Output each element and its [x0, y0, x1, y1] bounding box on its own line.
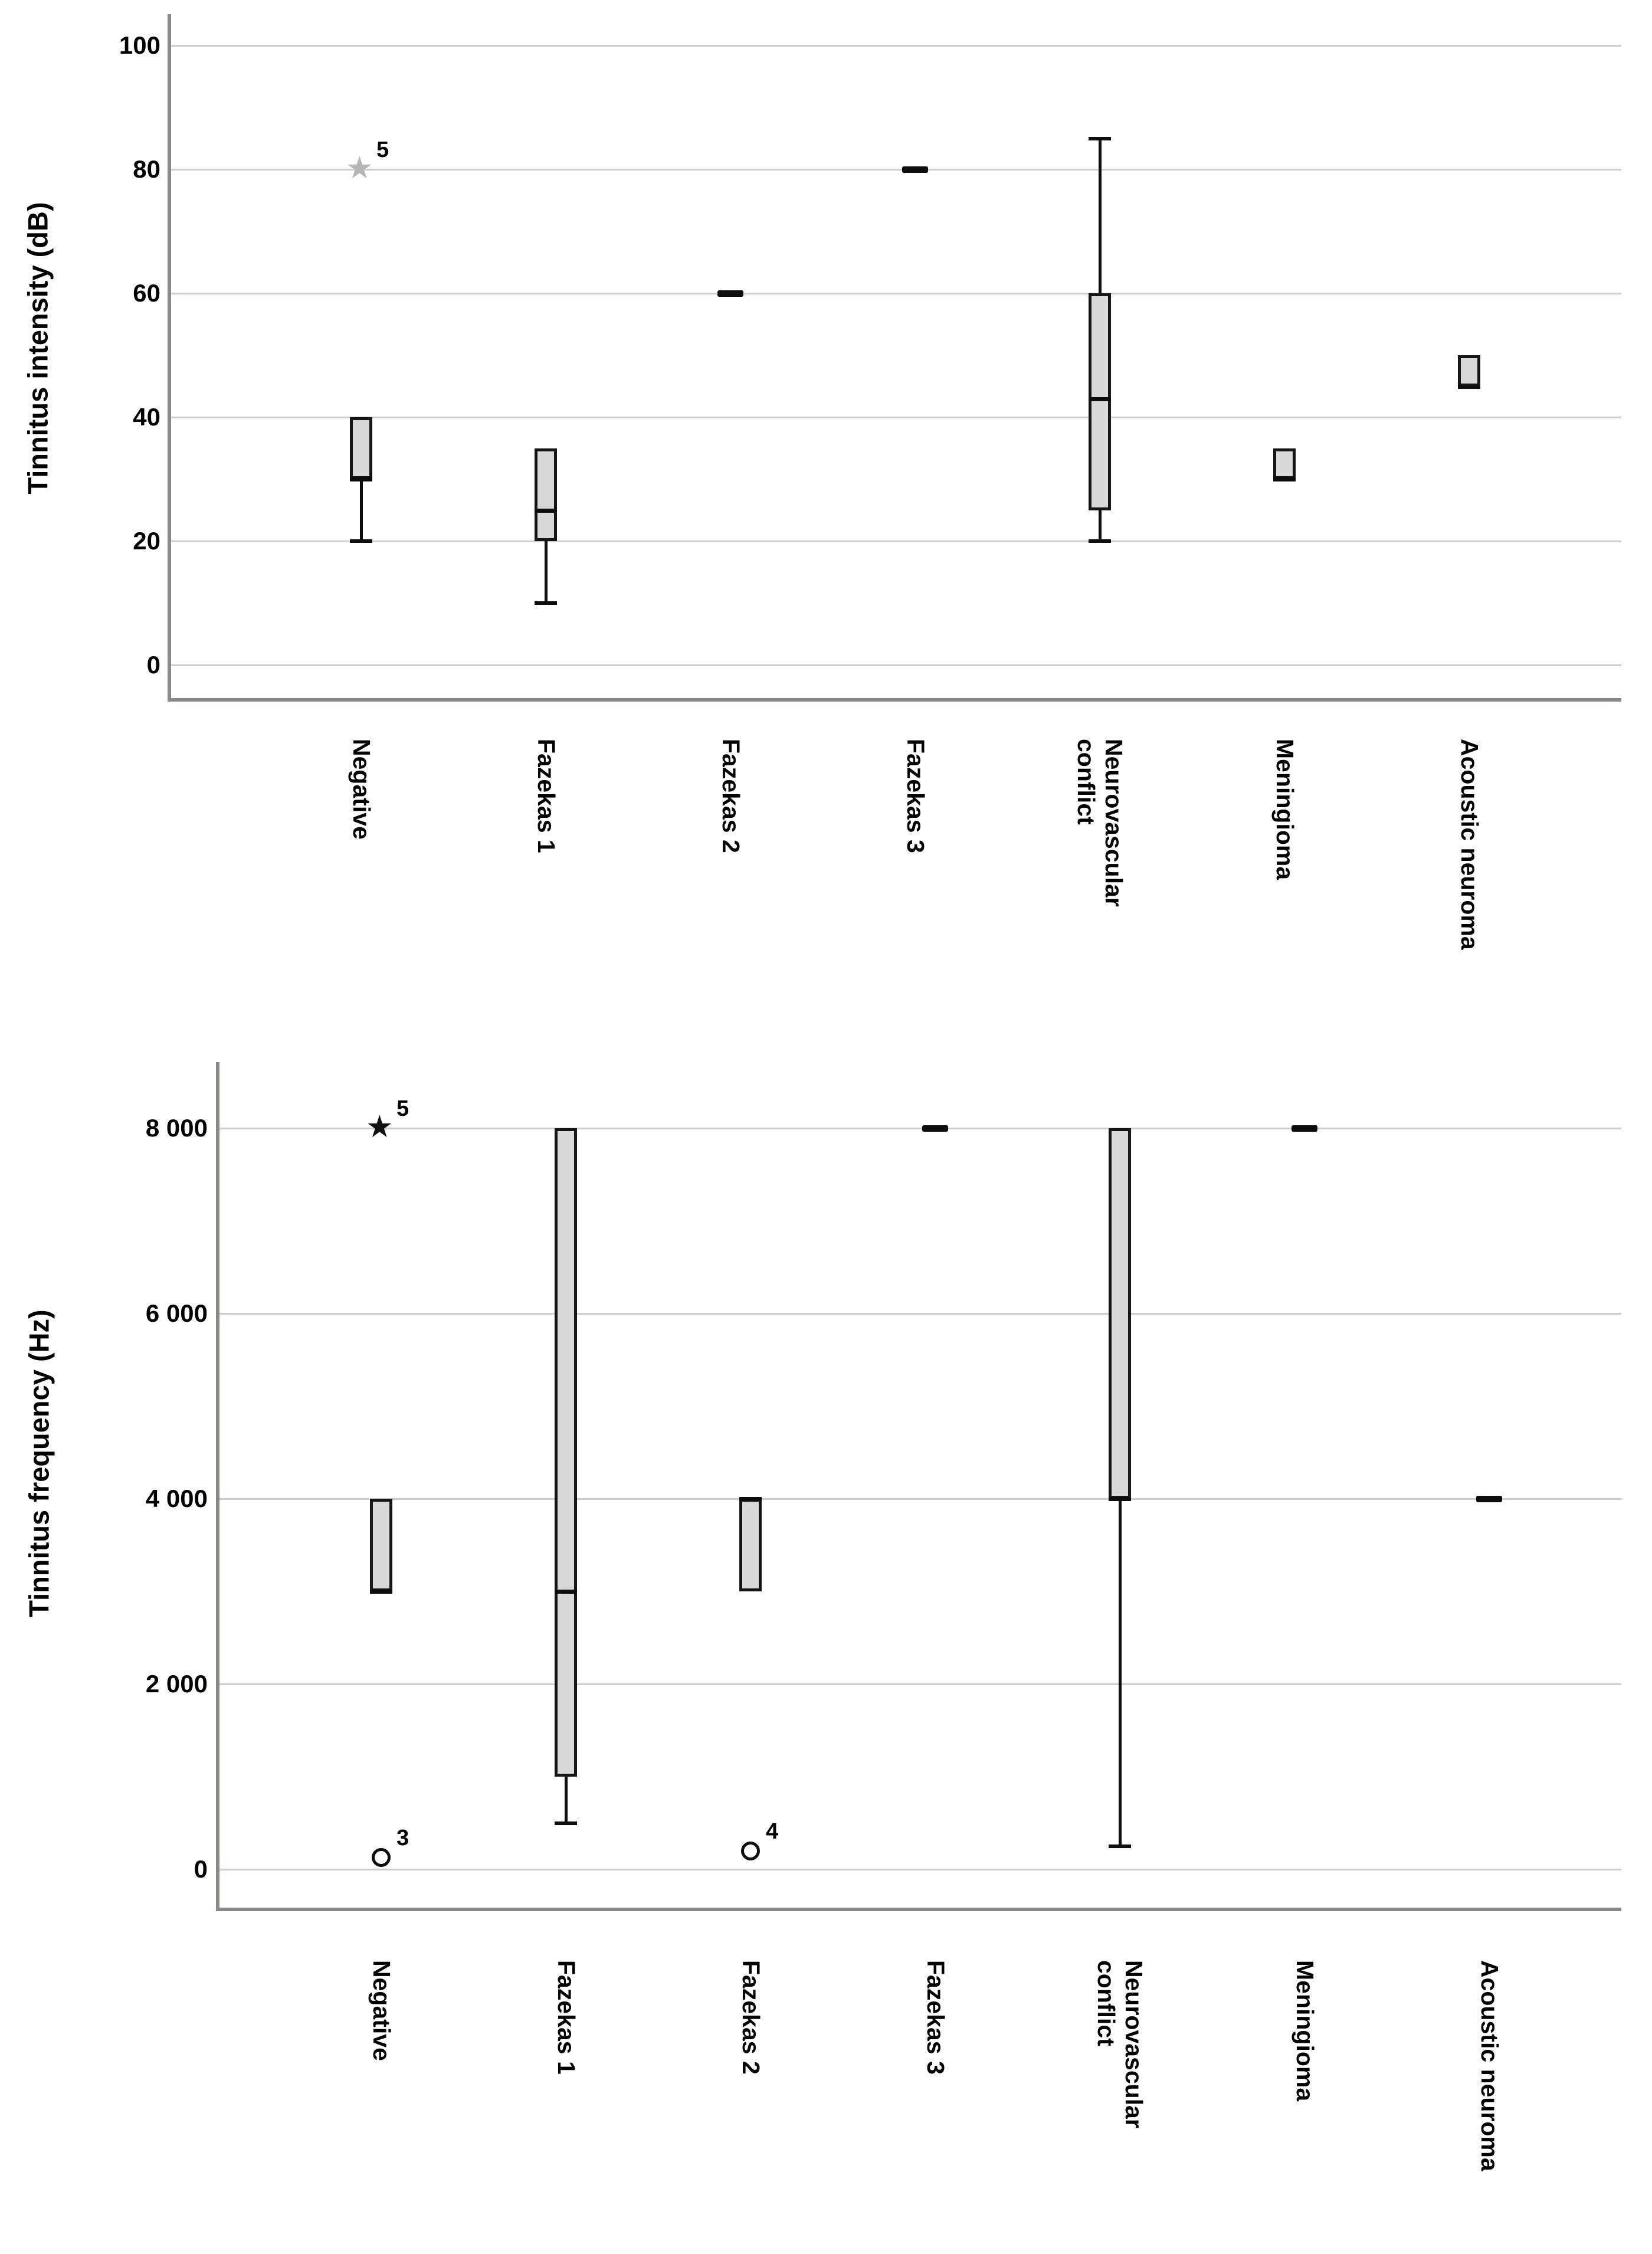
y-tick-label: 0 [146, 651, 160, 679]
lower-whisker-neurovascular-conflict [1119, 1499, 1122, 1846]
y-tick-label: 60 [133, 279, 160, 307]
x-axis-line [216, 1908, 1621, 1911]
box-neurovascular-conflict [1089, 293, 1111, 510]
gridline-6000 [219, 1313, 1621, 1315]
gridline-8000 [219, 1128, 1621, 1129]
median-line-negative [370, 1590, 392, 1594]
median-line-fazekas-2 [739, 1497, 762, 1501]
x-axis-line [168, 698, 1621, 702]
lower-whisker-cap-neurovascular-conflict [1089, 539, 1111, 543]
upper-whisker-neurovascular-conflict [1099, 138, 1102, 293]
y-tick-label: 0 [194, 1855, 208, 1883]
box-fazekas-2 [739, 1499, 762, 1591]
y-axis-line [216, 1062, 219, 1908]
box-acoustic-neuroma [1458, 355, 1480, 386]
outlier-circle-icon [372, 1848, 391, 1868]
box-negative [350, 417, 372, 479]
lower-whisker-fazekas-1 [545, 541, 548, 603]
lower-whisker-cap-neurovascular-conflict [1109, 1844, 1131, 1848]
median-line-fazekas-1 [535, 508, 557, 513]
lower-whisker-cap-fazekas-1 [555, 1821, 577, 1825]
y-axis-line [168, 14, 171, 698]
gridline-2000 [219, 1683, 1621, 1685]
y-tick-label: 2 000 [145, 1670, 208, 1698]
median-line-fazekas-1 [555, 1590, 577, 1594]
lower-whisker-cap-negative [350, 539, 372, 543]
lower-whisker-negative [360, 479, 363, 541]
lower-whisker-cap-fazekas-1 [535, 601, 557, 605]
median-line-acoustic-neuroma [1458, 384, 1480, 389]
median-dash-fazekas-2 [717, 290, 743, 297]
gridline-4000 [219, 1498, 1621, 1500]
upper-whisker-cap-neurovascular-conflict [1089, 136, 1111, 140]
median-line-negative [350, 477, 372, 481]
median-dash-fazekas-3 [922, 1125, 948, 1132]
outlier-circle-icon [741, 1841, 760, 1860]
median-line-meningioma [1273, 477, 1296, 481]
outlier-case-label: 5 [376, 137, 389, 162]
y-tick-label: 8 000 [145, 1114, 208, 1142]
lower-whisker-neurovascular-conflict [1099, 510, 1102, 541]
box-negative [370, 1499, 392, 1591]
gridline-60 [171, 293, 1621, 294]
median-dash-acoustic-neuroma [1476, 1496, 1502, 1502]
y-tick-label: 20 [133, 527, 160, 555]
y-tick-label: 100 [119, 31, 160, 59]
y-tick-label: 40 [133, 403, 160, 431]
gridline-0 [171, 664, 1621, 666]
outlier-case-label: 4 [766, 1819, 779, 1844]
gridline-80 [171, 169, 1621, 171]
lower-whisker-fazekas-1 [565, 1777, 568, 1823]
gridline-20 [171, 540, 1621, 542]
y-tick-label: 6 000 [145, 1299, 208, 1327]
box-fazekas-1 [535, 448, 557, 541]
gridline-0 [219, 1869, 1621, 1870]
box-fazekas-1 [555, 1128, 577, 1777]
y-tick-label: 80 [133, 155, 160, 183]
gridline-40 [171, 417, 1621, 418]
median-dash-fazekas-3 [902, 166, 928, 173]
outlier-star-icon: ★ [346, 151, 373, 185]
median-line-neurovascular-conflict [1109, 1497, 1131, 1501]
gridline-100 [171, 45, 1621, 47]
box-neurovascular-conflict [1109, 1128, 1131, 1499]
median-line-neurovascular-conflict [1089, 397, 1111, 401]
median-dash-meningioma [1292, 1125, 1317, 1132]
y-tick-label: 4 000 [145, 1485, 208, 1512]
outlier-star-icon: ★ [366, 1110, 394, 1144]
outlier-case-label: 3 [396, 1826, 409, 1851]
y-axis-title-frequency: Tinnitus frequency (Hz) [23, 1309, 55, 1617]
outlier-case-label: 5 [396, 1096, 409, 1121]
